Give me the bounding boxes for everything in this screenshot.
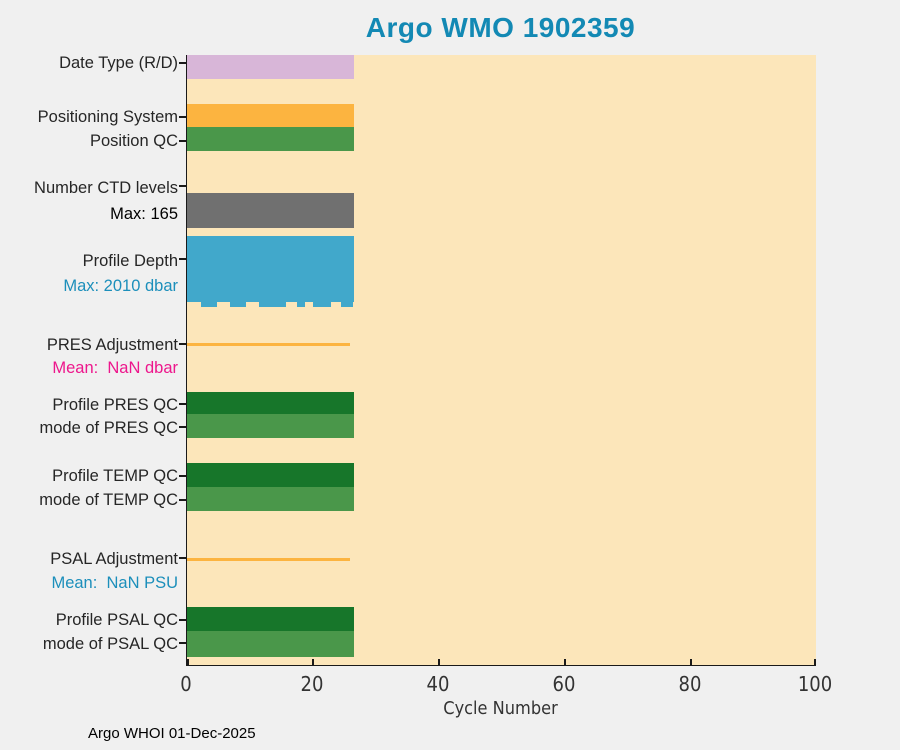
bar-date-type xyxy=(187,55,354,79)
row-label-profile-psal-qc: Profile PSAL QC xyxy=(55,611,178,629)
row-label-mode-psal-qc: mode of PSAL QC xyxy=(42,635,178,653)
profile-depth-notch xyxy=(313,302,331,307)
x-axis-tick xyxy=(187,659,189,665)
x-tick-label: 20 xyxy=(300,672,324,696)
bar-profile-temp-qc xyxy=(187,463,354,487)
profile-depth-notch xyxy=(297,302,305,307)
bar-position-qc xyxy=(187,127,354,151)
y-axis-tick xyxy=(179,343,186,345)
y-axis-tick xyxy=(179,62,186,64)
bar-ctd-levels xyxy=(187,193,354,228)
row-sublabel-ctd-max: Max: 165 xyxy=(110,205,178,223)
x-axis-tick xyxy=(564,659,566,665)
x-axis-tick xyxy=(438,659,440,665)
line-pres-adjustment xyxy=(187,343,350,346)
row-label-position-qc: Position QC xyxy=(89,132,178,150)
bar-mode-temp-qc xyxy=(187,487,354,511)
chart-title: Argo WMO 1902359 xyxy=(365,12,636,43)
plot-area xyxy=(179,55,816,666)
x-tick-label: 60 xyxy=(552,672,576,696)
row-label-profile-depth: Profile Depth xyxy=(82,252,178,270)
bar-profile-pres-qc xyxy=(187,392,354,414)
profile-depth-notch xyxy=(201,302,217,307)
y-axis-tick xyxy=(179,557,186,559)
row-sublabel-depth-max: Max: 2010 dbar xyxy=(63,277,178,295)
y-axis-tick xyxy=(179,475,186,477)
row-label-psal-adjustment: PSAL Adjustment xyxy=(50,550,178,568)
x-axis-tick xyxy=(690,659,692,665)
row-sublabel-psal-mean: Mean: NaN PSU xyxy=(51,574,178,592)
row-sublabel-pres-mean: Mean: NaN dbar xyxy=(52,359,178,377)
x-tick-label: 80 xyxy=(678,672,702,696)
bar-positioning-system xyxy=(187,104,354,127)
y-axis-tick xyxy=(179,642,186,644)
row-label-ctd-levels: Number CTD levels xyxy=(34,179,178,197)
row-label-mode-pres-qc: mode of PRES QC xyxy=(39,419,178,437)
y-axis-tick xyxy=(179,258,186,260)
bar-profile-psal-qc xyxy=(187,607,354,631)
row-label-pres-adjustment: PRES Adjustment xyxy=(46,336,178,354)
x-axis-tick xyxy=(312,659,314,665)
line-psal-adjustment xyxy=(187,558,350,561)
y-axis-tick xyxy=(179,499,186,501)
bar-mode-pres-qc xyxy=(187,414,354,438)
x-tick-label: 0 xyxy=(180,672,192,696)
row-label-mode-temp-qc: mode of TEMP QC xyxy=(39,491,178,509)
y-axis-tick xyxy=(179,140,186,142)
bar-mode-psal-qc xyxy=(187,631,354,657)
y-axis-tick xyxy=(179,185,186,187)
profile-depth-notch xyxy=(341,302,353,307)
y-axis-tick xyxy=(179,403,186,405)
y-axis-tick xyxy=(179,116,186,118)
row-label-date-type: Date Type (R/D) xyxy=(59,54,178,72)
y-axis-tick xyxy=(179,619,186,621)
x-tick-label: 40 xyxy=(426,672,450,696)
profile-depth-notch xyxy=(230,302,246,307)
row-label-profile-temp-qc: Profile TEMP QC xyxy=(52,467,178,485)
bar-profile-depth xyxy=(187,236,354,307)
x-axis-tick xyxy=(814,659,816,665)
y-axis-tick xyxy=(179,426,186,428)
profile-depth-notch xyxy=(259,302,286,307)
row-label-profile-pres-qc: Profile PRES QC xyxy=(52,396,178,414)
row-label-positioning-system: Positioning System xyxy=(37,108,178,126)
x-tick-label: 100 xyxy=(797,672,833,696)
x-axis-label: Cycle Number xyxy=(443,698,558,719)
figure-footer-caption: Argo WHOI 01-Dec-2025 xyxy=(88,725,256,742)
